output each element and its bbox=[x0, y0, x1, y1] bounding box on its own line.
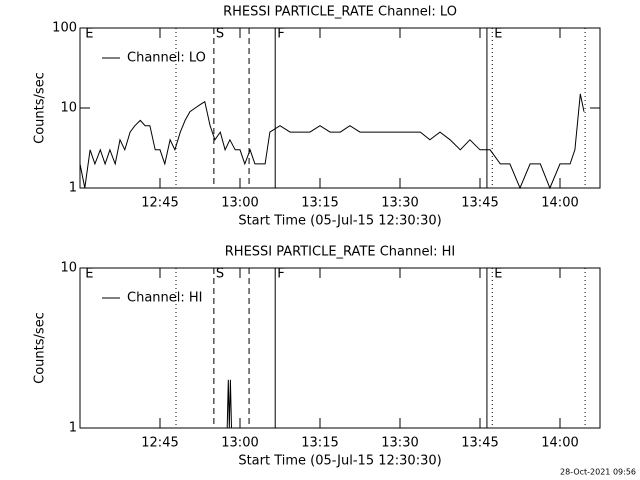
x-tick-label: 13:45 bbox=[461, 196, 498, 211]
legend-label: Channel: HI bbox=[127, 291, 203, 306]
event-label: S bbox=[216, 27, 224, 42]
x-tick-label: 13:15 bbox=[301, 196, 338, 211]
data-line bbox=[226, 379, 233, 429]
legend-label: Channel: LO bbox=[127, 51, 206, 66]
event-label: E bbox=[494, 267, 502, 282]
x-tick-label: 13:45 bbox=[461, 436, 498, 451]
x-tick-label: 14:00 bbox=[541, 436, 578, 451]
event-label: F bbox=[277, 267, 284, 282]
y-tick-label: 10 bbox=[60, 101, 77, 116]
x-tick-label: 13:15 bbox=[301, 436, 338, 451]
event-label: E bbox=[494, 27, 502, 42]
chart-title: RHESSI PARTICLE_RATE Channel: HI bbox=[225, 245, 455, 260]
event-label: F bbox=[277, 27, 284, 42]
x-tick-label: 14:00 bbox=[541, 196, 578, 211]
y-tick-label: 10 bbox=[60, 261, 77, 276]
data-line bbox=[79, 93, 585, 190]
y-tick-label: 1 bbox=[69, 421, 77, 436]
event-label: E bbox=[85, 267, 93, 282]
x-axis-label: Start Time (05-Jul-15 12:30:30) bbox=[238, 214, 441, 229]
timestamp: 28-Oct-2021 09:56 bbox=[560, 468, 636, 477]
y-tick-label: 1 bbox=[69, 181, 77, 196]
y-axis-label: Counts/sec bbox=[33, 72, 48, 144]
x-tick-label: 12:45 bbox=[141, 196, 178, 211]
chart-title: RHESSI PARTICLE_RATE Channel: LO bbox=[223, 5, 457, 20]
event-label: S bbox=[216, 267, 224, 282]
y-tick-label: 100 bbox=[52, 21, 77, 36]
y-axis-label: Counts/sec bbox=[33, 312, 48, 384]
event-label: E bbox=[85, 27, 93, 42]
x-tick-label: 12:45 bbox=[141, 436, 178, 451]
x-tick-label: 13:30 bbox=[381, 196, 418, 211]
plot-frame bbox=[79, 267, 601, 429]
x-axis-label: Start Time (05-Jul-15 12:30:30) bbox=[238, 454, 441, 469]
x-tick-label: 13:30 bbox=[381, 436, 418, 451]
x-tick-label: 13:00 bbox=[221, 196, 258, 211]
x-tick-label: 13:00 bbox=[221, 436, 258, 451]
